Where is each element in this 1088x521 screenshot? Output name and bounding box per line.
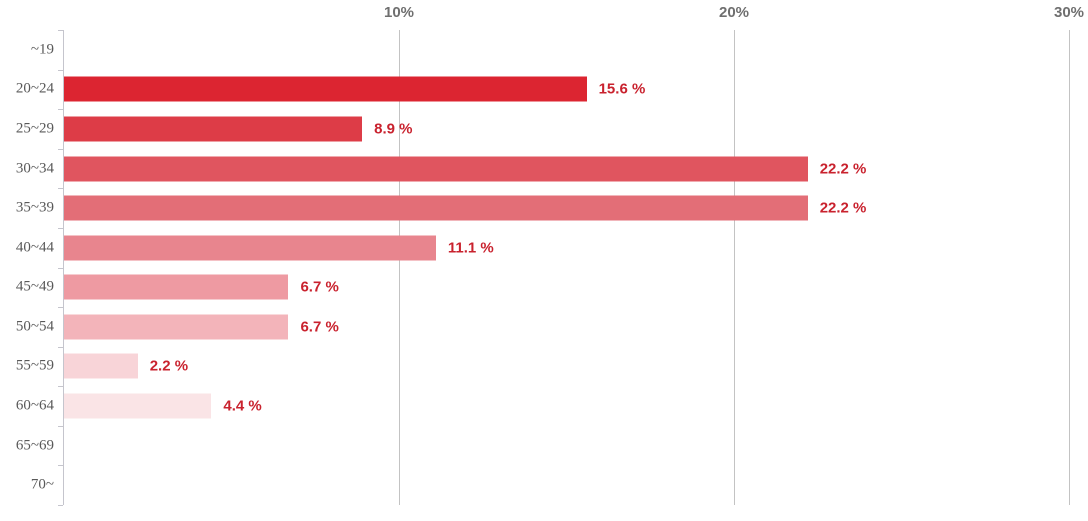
category-label: 40~44 bbox=[15, 239, 54, 256]
value-label: 22.2 % bbox=[819, 199, 867, 217]
bar-row: 40~44 11.1 % bbox=[16, 228, 1069, 268]
y-axis-tick bbox=[58, 109, 63, 110]
bar-row: 25~29 8.9 % bbox=[16, 109, 1069, 149]
category-label: 65~69 bbox=[15, 437, 54, 454]
bar bbox=[64, 76, 587, 102]
y-axis-tick bbox=[58, 30, 63, 31]
y-axis-tick bbox=[58, 465, 63, 466]
bar bbox=[64, 393, 212, 419]
bar-row: 60~64 4.4 % bbox=[16, 386, 1069, 426]
y-axis-tick bbox=[58, 505, 63, 506]
value-label: 22.2 % bbox=[819, 160, 867, 178]
bar bbox=[64, 116, 363, 142]
x-gridline bbox=[398, 30, 400, 505]
y-axis-tick bbox=[58, 307, 63, 308]
category-label: 60~64 bbox=[15, 397, 54, 414]
bar-row: 55~59 2.2 % bbox=[16, 347, 1069, 387]
category-label: 20~24 bbox=[15, 80, 54, 97]
y-axis-tick bbox=[58, 149, 63, 150]
bar-row: 65~69 bbox=[16, 426, 1069, 466]
x-axis-tick-label: 30% bbox=[1053, 4, 1085, 21]
y-axis-tick bbox=[58, 268, 63, 269]
category-label: 45~49 bbox=[15, 278, 54, 295]
category-label: ~19 bbox=[30, 41, 54, 58]
value-label: 4.4 % bbox=[223, 397, 262, 415]
x-gridline bbox=[1068, 30, 1070, 505]
bar-row: 35~39 22.2 % bbox=[16, 188, 1069, 228]
x-gridline bbox=[733, 30, 735, 505]
category-label: 35~39 bbox=[15, 199, 54, 216]
bar bbox=[64, 314, 289, 340]
value-label: 11.1 % bbox=[447, 239, 494, 257]
bar-row: 20~24 15.6 % bbox=[16, 70, 1069, 110]
bar bbox=[64, 235, 436, 261]
bar-row: 45~49 6.7 % bbox=[16, 268, 1069, 308]
y-axis-tick bbox=[58, 386, 63, 387]
bar-row: 70~ bbox=[31, 465, 1069, 505]
category-label: 50~54 bbox=[15, 318, 54, 335]
bar-row: 50~54 6.7 % bbox=[16, 307, 1069, 347]
bar-row: ~19 bbox=[31, 30, 1069, 70]
value-label: 6.7 % bbox=[300, 318, 339, 336]
x-axis-tick-label: 10% bbox=[383, 4, 415, 21]
bar bbox=[64, 353, 138, 379]
value-label: 8.9 % bbox=[374, 120, 413, 138]
category-label: 30~34 bbox=[15, 160, 54, 177]
y-axis-tick bbox=[58, 70, 63, 71]
y-axis-line bbox=[63, 30, 64, 505]
value-label: 6.7 % bbox=[300, 278, 339, 296]
value-label: 15.6 % bbox=[598, 80, 646, 98]
bar-row: 30~34 22.2 % bbox=[16, 149, 1069, 189]
y-axis-tick bbox=[58, 347, 63, 348]
plot-area: ~19 20~24 15.6 % 25~29 8.9 % 30~34 22.2 % 35~39… bbox=[16, 30, 1070, 506]
y-axis-tick bbox=[58, 188, 63, 189]
category-label: 70~ bbox=[30, 476, 54, 493]
bar bbox=[64, 274, 289, 300]
y-axis-tick bbox=[58, 426, 63, 427]
value-label: 2.2 % bbox=[149, 357, 189, 375]
bar bbox=[64, 156, 808, 182]
y-axis-tick bbox=[58, 228, 63, 229]
category-label: 25~29 bbox=[15, 120, 54, 137]
bar bbox=[64, 195, 808, 221]
x-axis-tick-label: 20% bbox=[718, 4, 750, 21]
category-label: 55~59 bbox=[15, 357, 54, 374]
